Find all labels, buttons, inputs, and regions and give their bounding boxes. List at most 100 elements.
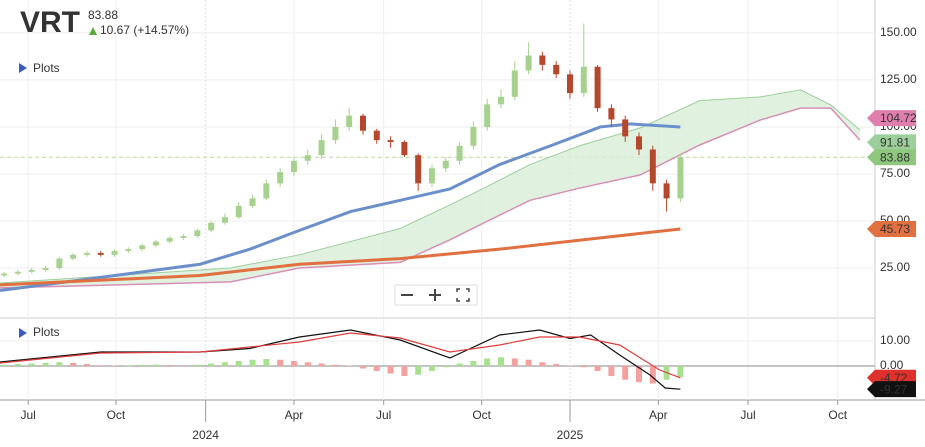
histogram-bar [525,359,532,366]
year-label: 2025 [557,428,584,442]
candle-body [525,55,532,71]
histogram-bar [263,359,270,366]
candle-body [194,230,201,237]
price-badge [867,381,916,398]
candle-body [415,155,422,184]
candle-body [442,160,449,169]
cloud-upper [0,89,861,284]
candle-body [539,55,546,65]
histogram-bar [83,364,90,366]
candle-body [277,172,284,184]
candle-body [180,236,187,238]
candle-body [152,241,159,246]
candle-body [359,115,366,131]
histogram-bar [456,363,463,366]
candle-body [111,251,118,255]
candle-body [28,269,35,272]
histogram-bar [442,366,449,368]
histogram-bar [139,364,146,366]
histogram-bar [470,361,477,366]
histogram-bar [553,364,560,366]
price: 83.88 [88,8,118,22]
candle-body [649,149,656,184]
candle-body [566,74,573,94]
histogram-bar [594,366,601,371]
histogram-bar [56,362,63,366]
histogram-bar [428,366,435,371]
candle-body [373,130,380,141]
x-tick-label: Oct [107,408,126,422]
candle-body [484,104,491,127]
histogram-bar [304,362,311,366]
y-tick-label: 75.00 [880,166,910,180]
candle-body [70,254,77,259]
candle-body [622,119,629,137]
histogram-bar [166,365,173,366]
price-badge [867,134,916,151]
histogram-bar [415,366,422,375]
candle-body [290,160,297,173]
histogram-bar [622,366,629,380]
zoom-controls [394,284,478,306]
candle-body [608,108,615,120]
y-tick-label: 0.00 [880,358,904,372]
candle-body [97,252,104,255]
candle-body [83,252,90,255]
zoom-reset[interactable] [456,288,470,302]
x-tick-label: Oct [828,408,847,422]
price-badge [867,221,916,238]
change: 10.67 (+14.57%) [100,23,189,37]
legend-label[interactable]: Plots [33,325,60,339]
histogram-bar [580,366,587,368]
histogram-bar [401,366,408,376]
histogram-bar [387,366,394,374]
price-badge [867,149,916,166]
cloud-area [0,89,860,288]
candle-body [56,258,63,268]
histogram-bar [42,363,49,366]
x-tick-label: Apr [285,408,304,422]
histogram-bar [346,365,353,366]
histogram-bar [235,361,242,366]
price-badge-label: 91.81 [880,136,910,150]
histogram-bar [497,357,504,366]
candle-body [304,155,311,161]
histogram-bar [152,364,159,366]
legend-toggle[interactable] [19,328,27,338]
candle-body [663,183,670,199]
legend-label[interactable]: Plots [33,61,60,75]
histogram-bar [97,365,104,366]
histogram-bar [511,358,518,366]
candle-body [42,267,49,270]
histogram-bar [359,366,366,369]
candle-body [14,271,21,274]
x-tick-label: Oct [472,408,491,422]
candle-body [456,145,463,161]
candle-body [1,273,8,276]
candle-body [470,126,477,146]
y-tick-label: 25.00 [880,260,910,274]
price-badge-label: 45.73 [880,222,910,236]
x-tick-label: Jul [376,408,391,422]
histogram-bar [277,359,284,366]
histogram-bar [649,366,656,384]
price-badge-label: 83.88 [880,150,910,164]
histogram-bar [14,364,21,366]
y-tick-label: 10.00 [880,333,910,347]
year-label: 2024 [192,428,219,442]
zoom-in[interactable] [429,289,441,301]
histogram-bar [373,366,380,371]
price-badge-label: 104.72 [880,111,917,125]
legend-toggle[interactable] [19,63,27,73]
moving-average [0,122,681,293]
candle-body [387,140,394,142]
candle-body [332,126,339,141]
candle-body [249,198,256,206]
histogram-bar [1,364,8,366]
candle-body [401,141,408,156]
histogram-bar [111,365,118,366]
candle-body [208,222,215,231]
x-tick-label: Jul [20,408,35,422]
histogram-bar [208,363,215,366]
